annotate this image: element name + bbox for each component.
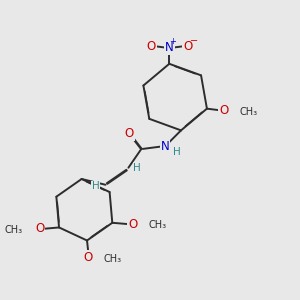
Text: N: N — [165, 41, 174, 54]
Text: O: O — [128, 218, 137, 231]
Text: O: O — [183, 40, 192, 53]
Text: O: O — [35, 222, 44, 236]
Text: CH₃: CH₃ — [4, 224, 22, 235]
Text: H: H — [92, 181, 100, 191]
Text: CH₃: CH₃ — [104, 254, 122, 264]
Text: +: + — [169, 37, 176, 46]
Text: CH₃: CH₃ — [239, 106, 257, 117]
Text: O: O — [124, 127, 134, 140]
Text: O: O — [219, 103, 229, 117]
Text: O: O — [146, 40, 156, 53]
Text: −: − — [190, 36, 198, 46]
Text: H: H — [173, 147, 181, 157]
Text: CH₃: CH₃ — [148, 220, 166, 230]
Text: O: O — [84, 251, 93, 264]
Text: H: H — [133, 163, 141, 173]
Text: N: N — [160, 140, 169, 153]
